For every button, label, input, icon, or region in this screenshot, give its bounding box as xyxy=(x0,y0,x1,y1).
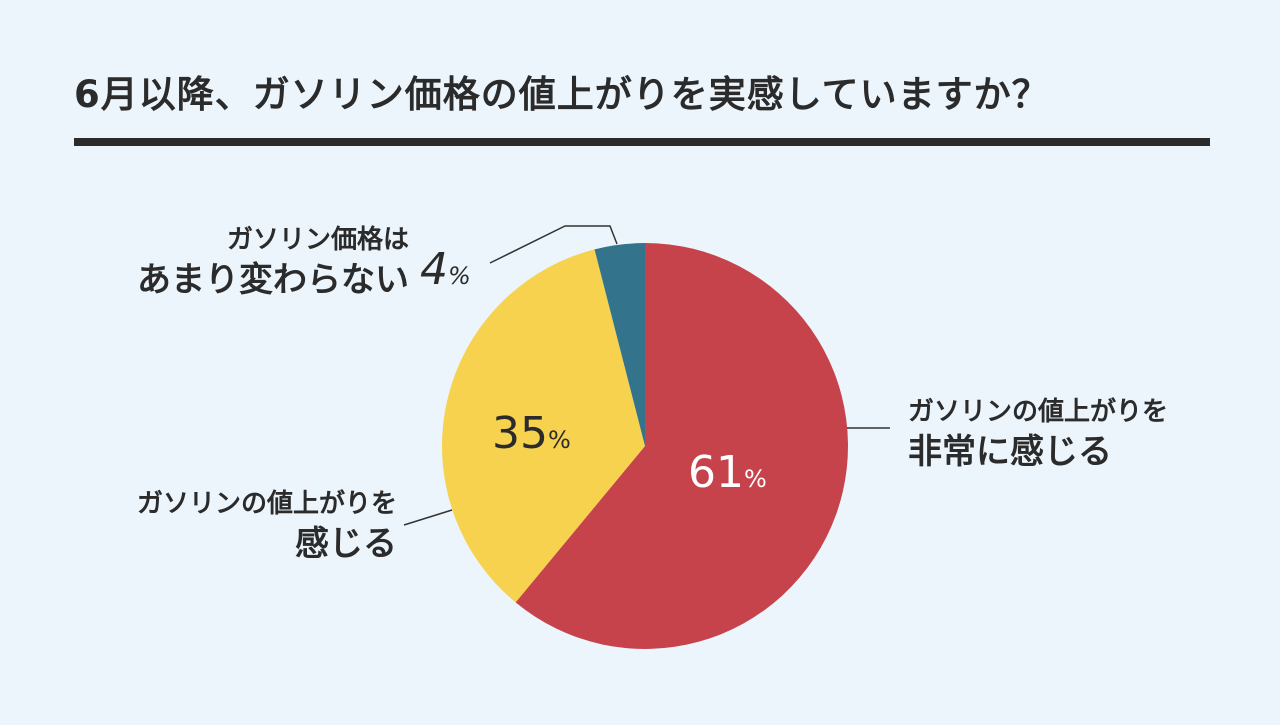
slice-label-unchanged-line1: ガソリン価格は xyxy=(226,225,409,255)
slice-value-unchanged-number: 4 xyxy=(420,244,448,295)
slice-value-very-strong: 61% xyxy=(688,447,767,498)
slice-label-strong-line2: 感じる xyxy=(295,523,397,564)
slice-label-very-strong: ガソリンの値上がりを 非常に感じる xyxy=(908,396,1168,474)
chart-title: 6月以降、ガソリン価格の値上がりを実感していますか？ xyxy=(74,73,1050,116)
leader-line-strong xyxy=(403,509,453,526)
slice-unchanged xyxy=(594,243,645,446)
slice-value-very-strong-unit: % xyxy=(744,465,767,493)
slice-value-strong-unit: % xyxy=(548,426,571,454)
slice-label-strong: ガソリンの値上がりを 感じる xyxy=(137,488,397,566)
title-underline xyxy=(74,138,1210,146)
slice-value-very-strong-number: 61 xyxy=(688,447,744,498)
slice-strong xyxy=(442,249,645,603)
leader-line-unchanged xyxy=(489,225,618,264)
slice-very-strong xyxy=(515,243,849,649)
slice-label-unchanged: ガソリン価格は あまり変わらない xyxy=(137,224,409,302)
slice-label-strong-line1: ガソリンの値上がりを xyxy=(136,489,397,519)
slice-label-unchanged-line2: あまり変わらない xyxy=(137,259,409,300)
slice-value-strong-number: 35 xyxy=(492,408,548,459)
slice-label-very-strong-line2: 非常に感じる xyxy=(908,431,1112,472)
slice-value-unchanged: 4% xyxy=(420,244,471,295)
slice-label-very-strong-line1: ガソリンの値上がりを xyxy=(908,397,1169,427)
slice-value-unchanged-unit: % xyxy=(448,262,471,290)
slice-value-strong: 35% xyxy=(492,408,571,459)
